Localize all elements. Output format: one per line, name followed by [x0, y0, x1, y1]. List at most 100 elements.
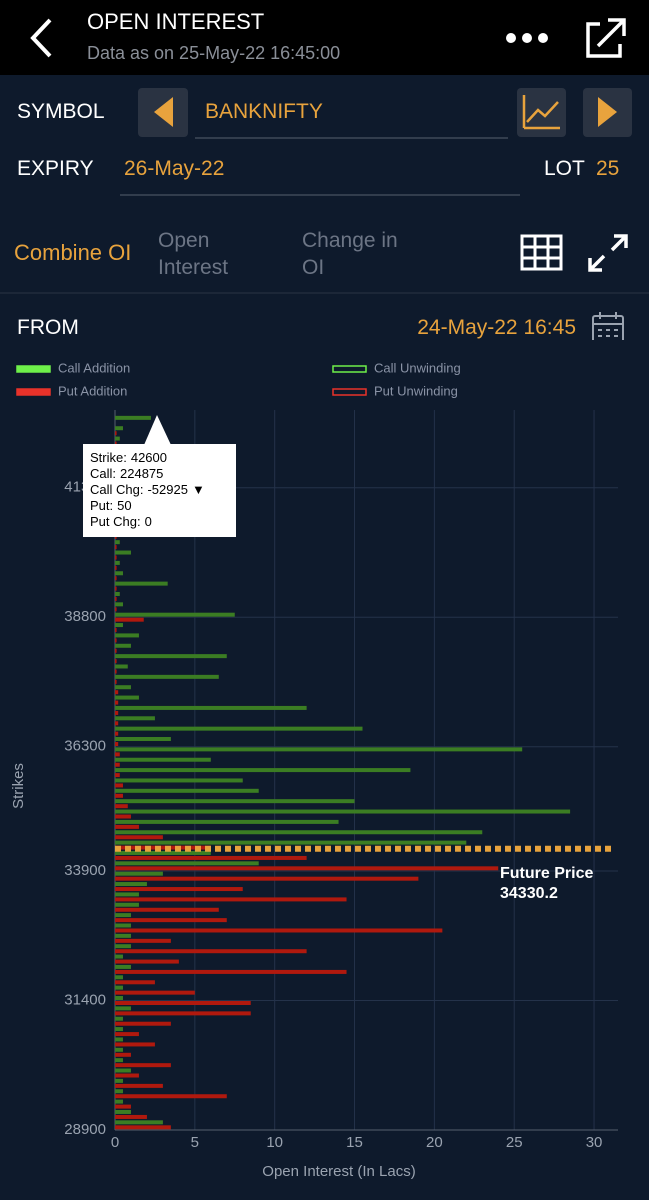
bar	[115, 1037, 123, 1042]
bar	[115, 814, 131, 819]
tooltip	[83, 444, 236, 537]
x-tick-label: 5	[191, 1134, 199, 1151]
bar	[115, 907, 219, 912]
bar	[115, 1125, 171, 1130]
bar	[115, 612, 235, 617]
tooltip-value: 50	[117, 498, 131, 513]
bar	[115, 1063, 171, 1068]
bar	[115, 1120, 163, 1125]
legend-swatch	[16, 388, 51, 396]
bar	[115, 540, 120, 545]
symbol-value[interactable]: BANKNIFTY	[205, 100, 323, 123]
bar	[115, 1099, 123, 1104]
future-price-label: Future Price	[500, 865, 593, 882]
bar	[115, 1047, 123, 1052]
more-button[interactable]	[506, 33, 548, 43]
bar	[115, 850, 211, 855]
bar	[115, 990, 195, 995]
bar	[115, 737, 171, 742]
bar	[115, 643, 131, 648]
bar	[115, 436, 120, 441]
bar	[115, 710, 119, 715]
bar	[115, 1089, 123, 1094]
x-tick-label: 30	[586, 1134, 603, 1151]
bar	[115, 1021, 171, 1026]
legend-label: Put Unwinding	[374, 383, 458, 398]
bar	[115, 949, 307, 954]
bar	[115, 913, 131, 918]
bar	[115, 1027, 123, 1032]
share-button[interactable]	[586, 18, 626, 58]
y-tick-label: 33900	[64, 862, 106, 879]
legend-label: Put Addition	[58, 383, 127, 398]
bar	[115, 1114, 147, 1119]
bar	[115, 866, 499, 871]
tooltip-marker: ▼	[192, 482, 205, 497]
bar	[115, 441, 117, 446]
tooltip-row: Strike: 42600	[90, 450, 167, 465]
bar	[115, 840, 467, 845]
bar	[115, 762, 120, 767]
bar	[115, 664, 128, 669]
bar	[115, 690, 119, 695]
bar	[115, 861, 259, 866]
bar	[115, 1083, 163, 1088]
tab[interactable]: Open Interest	[158, 229, 229, 279]
bar	[115, 415, 151, 420]
bar	[115, 996, 123, 1001]
bar	[115, 695, 139, 700]
bar	[115, 783, 123, 788]
bar	[115, 674, 219, 679]
bar	[115, 1058, 123, 1063]
tooltip-label: Put:	[90, 498, 113, 513]
table-button[interactable]	[520, 234, 563, 271]
bar	[115, 679, 117, 684]
bar	[115, 985, 123, 990]
x-axis-label: Open Interest (In Lacs)	[262, 1163, 415, 1180]
bar	[115, 788, 259, 793]
bar	[115, 565, 117, 570]
bar	[115, 705, 307, 710]
bar	[115, 591, 120, 596]
bar	[115, 1104, 131, 1109]
tooltip-label: Strike:	[90, 450, 127, 465]
legend-label: Call Unwinding	[374, 360, 461, 375]
bar	[115, 855, 307, 860]
tooltip-row: Call: 224875	[90, 466, 163, 481]
bar	[115, 923, 131, 928]
bar	[115, 871, 163, 876]
tooltip-label: Call:	[90, 466, 116, 481]
tooltip-label: Put Chg:	[90, 514, 141, 529]
bar	[115, 1016, 123, 1021]
bar	[115, 700, 119, 705]
bar	[115, 897, 347, 902]
calendar-button[interactable]	[592, 312, 624, 340]
bar	[115, 1001, 251, 1006]
bar	[115, 918, 227, 923]
bar	[115, 768, 411, 773]
tab[interactable]: Change in OI	[302, 229, 398, 279]
expiry-value[interactable]: 26-May-22	[124, 157, 225, 180]
bar	[115, 1011, 251, 1016]
legend-swatch	[16, 365, 51, 373]
bar	[115, 752, 120, 757]
bar	[115, 845, 211, 850]
tab[interactable]: Combine OI	[14, 240, 132, 265]
tooltip-row: Put Chg: 0	[90, 514, 152, 529]
bar	[115, 773, 120, 778]
bar	[115, 721, 119, 726]
bar	[115, 882, 147, 887]
bar	[115, 938, 171, 943]
bar	[115, 954, 123, 959]
bar	[115, 928, 443, 933]
x-tick-label: 15	[346, 1134, 363, 1151]
back-button[interactable]	[30, 18, 52, 58]
bar	[115, 669, 117, 674]
tooltip-pointer	[144, 415, 171, 445]
expand-button[interactable]	[588, 234, 628, 272]
bar	[115, 596, 117, 601]
title: OPEN INTEREST	[87, 9, 265, 34]
from-value[interactable]: 24-May-22 16:45	[417, 316, 576, 339]
